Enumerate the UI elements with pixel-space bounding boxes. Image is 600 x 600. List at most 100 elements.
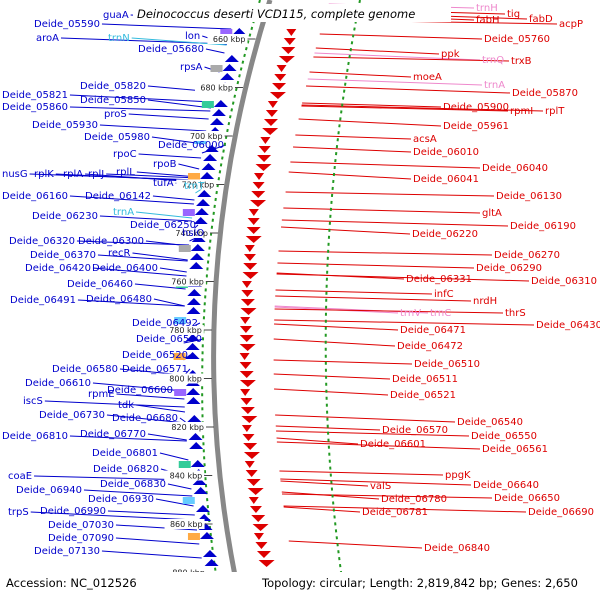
kbp-tick-label: 720 kbp <box>182 181 215 190</box>
gene-label-right: trnH <box>476 3 498 14</box>
connector-line <box>69 94 213 103</box>
gene-label-left: Deide_05930 <box>32 120 98 131</box>
gene-label-left: rpoB <box>153 159 177 170</box>
reverse-gene-arrow <box>242 434 255 441</box>
connector-line <box>302 102 442 108</box>
connector-line <box>319 33 483 40</box>
gene-label-left: Deide_06730 <box>39 410 105 421</box>
reverse-gene-arrow <box>263 119 278 126</box>
reverse-gene-arrow <box>257 155 272 162</box>
gene-label-left: Deide_05590 <box>34 19 100 30</box>
connector-line <box>274 308 504 314</box>
connector-line <box>135 404 186 413</box>
reverse-gene-arrow <box>241 425 252 432</box>
feature-block <box>182 497 195 504</box>
tick-backdrop <box>194 82 235 93</box>
reverse-gene-arrow <box>274 74 287 81</box>
connector-line <box>44 400 185 408</box>
gene-label-right: Deide_06290 <box>476 263 542 274</box>
connector-line <box>83 489 193 497</box>
connector-line <box>147 99 212 109</box>
feature-block <box>173 353 186 360</box>
gene-label-left: Deide_07090 <box>48 533 114 544</box>
gene-label-left: rplJ <box>88 169 104 180</box>
gene-label-right: rpmI <box>510 106 533 117</box>
gene-label-right: Deide_05900 <box>443 102 509 113</box>
connector-line <box>274 305 429 314</box>
gene-label-left: Deide_06820 <box>93 464 159 475</box>
forward-gene-arrow <box>189 262 204 269</box>
connector-line <box>298 118 442 127</box>
gene-label-left: Deide_06420 <box>25 263 91 274</box>
gene-label-right: trnV <box>400 308 421 319</box>
connector-line <box>159 267 187 273</box>
forward-gene-arrow <box>201 163 216 170</box>
forward-gene-arrow <box>185 343 200 350</box>
forward-gene-arrow <box>187 415 202 422</box>
gene-label-right: Deide_06430 <box>536 320 600 331</box>
gene-label-left: rpmE <box>88 389 115 400</box>
connector-line <box>314 52 481 61</box>
connector-line <box>288 171 412 180</box>
connector-line <box>106 173 198 179</box>
gene-label-left: Deide_06610 <box>25 378 91 389</box>
forward-gene-arrow <box>185 334 200 341</box>
forward-gene-arrow <box>190 460 205 467</box>
forward-gene-arrow <box>199 532 214 539</box>
accession-text: Accession: NC_012526 <box>6 576 137 590</box>
reverse-gene-arrow <box>278 56 295 63</box>
kbp-tick-label: 820 kbp <box>171 423 204 432</box>
gene-label-left: Deide_06770 <box>80 429 146 440</box>
connector-line <box>277 262 475 269</box>
gene-label-right: Deide_06220 <box>412 229 478 240</box>
reverse-gene-arrow <box>260 137 271 144</box>
connector-line <box>147 433 187 441</box>
forward-gene-arrow <box>186 298 201 305</box>
connector-line <box>274 319 535 326</box>
connector-line <box>138 153 202 159</box>
connector-line <box>276 441 481 450</box>
gene-label-left: iscS <box>23 396 43 407</box>
gene-label-right: Deide_05961 <box>443 121 509 132</box>
reverse-gene-arrow <box>245 470 258 477</box>
connector-line <box>313 56 510 62</box>
connector-line <box>136 171 198 178</box>
reverse-gene-arrow <box>251 191 266 198</box>
gene-label-left: Deide_06370 <box>30 250 96 261</box>
gene-label-right: Deide_06041 <box>413 174 479 185</box>
kbp-tick-label: 740 kbp <box>175 229 208 238</box>
connector-line <box>134 283 186 290</box>
gene-label-right: Deide_06190 <box>510 221 576 232</box>
gene-label-left: Deide_06480 <box>86 294 152 305</box>
gene-label-right: moeA <box>413 72 442 83</box>
connector-line <box>92 267 187 277</box>
reverse-gene-arrow <box>241 281 252 288</box>
connector-line <box>273 338 396 347</box>
gene-label-right: infC <box>434 289 454 300</box>
reverse-gene-arrow <box>256 551 271 558</box>
gene-label-right: trnC <box>430 308 451 319</box>
gene-label-right: Deide_06040 <box>482 163 548 174</box>
gene-label-right: Deide_06270 <box>494 250 560 261</box>
connector-line <box>280 480 369 487</box>
gene-label-right: Deide_06510 <box>414 359 480 370</box>
connector-line <box>115 537 200 545</box>
reverse-gene-arrow <box>252 524 269 531</box>
gene-label-left: lon <box>185 31 200 42</box>
reverse-gene-arrow <box>239 353 250 360</box>
reverse-gene-arrow <box>240 398 253 405</box>
connector-line <box>273 373 391 380</box>
connector-line <box>135 211 193 219</box>
kbp-tick-label: 760 kbp <box>171 278 204 287</box>
gene-label-left: Deide_06491 <box>10 295 76 306</box>
gene-label-left: Deide_06460 <box>67 279 133 290</box>
forward-gene-arrow <box>188 433 203 440</box>
gene-label-left: Deide_06320 <box>9 236 75 247</box>
connector-line <box>276 437 359 445</box>
reverse-gene-arrow <box>239 326 252 333</box>
gene-label-left: trnT <box>184 181 205 192</box>
gene-label-right: Deide_06780 <box>381 494 447 505</box>
gene-label-left: Deide_05860 <box>2 102 68 113</box>
reverse-gene-arrow <box>269 92 286 99</box>
connector-line <box>99 215 192 222</box>
